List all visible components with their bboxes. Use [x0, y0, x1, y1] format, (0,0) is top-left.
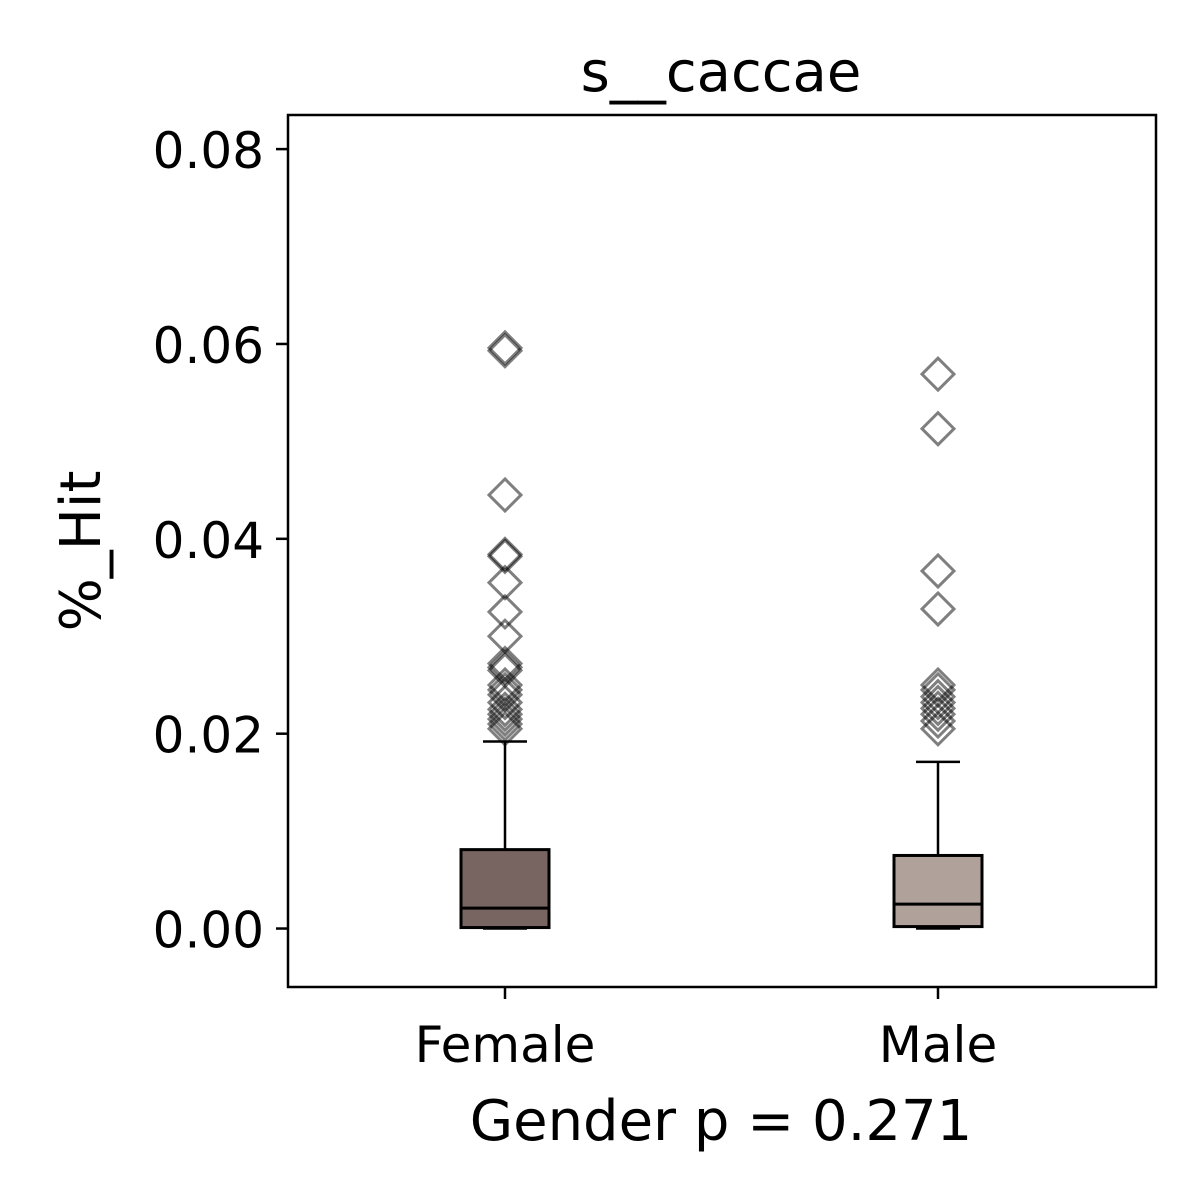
- outlier-point-female-16: [486, 696, 524, 733]
- box-group-male: [892, 356, 984, 930]
- outlier-point-female-9: [486, 649, 524, 686]
- y-tick-label-0: 0.00: [153, 902, 264, 960]
- box-female: [459, 848, 551, 930]
- outlier-point-female-1: [486, 332, 524, 369]
- outlier-point-male-9: [919, 696, 957, 733]
- y-tick-label-1: 0.02: [153, 707, 264, 765]
- chart-title: s__caccae: [581, 40, 862, 105]
- outlier-point-male-4: [919, 666, 957, 704]
- outlier-point-female-17: [486, 700, 524, 738]
- y-axis-label: %_Hit: [49, 471, 114, 632]
- outlier-point-female-4: [486, 538, 524, 575]
- outlier-point-male-11: [919, 710, 957, 747]
- x-tick-label-female: Female: [415, 1016, 596, 1074]
- axis-layer: 0.00 0.02 0.04 0.06 0.08 Female Male: [153, 122, 998, 1074]
- box-group-female: [459, 329, 551, 930]
- outlier-point-male-1: [919, 410, 957, 447]
- outlier-point-male-10: [919, 702, 957, 740]
- outlier-point-female-6: [486, 593, 524, 631]
- outlier-point-male-8: [919, 690, 957, 727]
- outlier-point-female-14: [486, 684, 524, 721]
- outlier-point-female-2: [486, 476, 524, 514]
- y-tick-label-4: 0.08: [153, 122, 264, 180]
- outlier-point-male-3: [919, 590, 957, 628]
- outlier-point-female-19: [486, 710, 524, 747]
- y-tick-label-2: 0.04: [153, 512, 264, 570]
- x-tick-label-male: Male: [879, 1016, 997, 1074]
- outlier-point-female-5: [486, 564, 524, 601]
- outlier-point-male-0: [919, 356, 957, 393]
- outlier-point-female-15: [486, 691, 524, 728]
- outlier-point-female-0: [486, 329, 524, 366]
- outlier-point-male-7: [919, 684, 957, 721]
- plot-layer: [459, 329, 984, 930]
- plot-frame: [286, 113, 1158, 989]
- x-axis-label: Gender p = 0.271: [470, 1089, 973, 1154]
- outlier-point-male-2: [919, 552, 957, 590]
- y-tick-label-3: 0.06: [153, 317, 264, 375]
- outlier-point-female-18: [486, 705, 524, 743]
- box-male: [892, 853, 984, 929]
